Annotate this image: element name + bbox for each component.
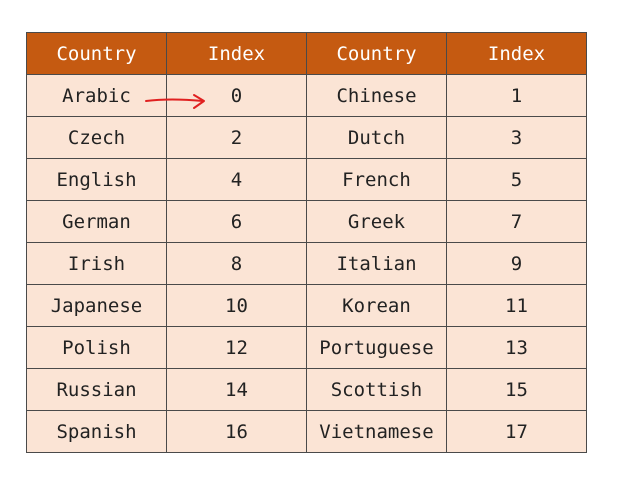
country-cell: Japanese (26, 284, 167, 327)
index-cell: 6 (166, 200, 307, 243)
header-country-1: Country (26, 32, 167, 75)
index-cell: 10 (166, 284, 307, 327)
country-cell: Greek (306, 200, 447, 243)
country-cell: Scottish (306, 368, 447, 411)
country-cell: Italian (306, 242, 447, 285)
country-cell: Arabic (26, 74, 167, 117)
header-index-2: Index (446, 32, 587, 75)
country-cell: French (306, 158, 447, 201)
table-row: Japanese 10 Korean 11 (26, 284, 587, 327)
table-row: Irish 8 Italian 9 (26, 242, 587, 285)
index-cell: 1 (446, 74, 587, 117)
country-cell: Irish (26, 242, 167, 285)
header-index-1: Index (166, 32, 307, 75)
country-index-table: Country Index Country Index Arabic 0 Chi… (26, 32, 587, 453)
country-cell: Dutch (306, 116, 447, 159)
country-index-table-container: Country Index Country Index Arabic 0 Chi… (26, 32, 587, 453)
country-cell: Portuguese (306, 326, 447, 369)
index-cell: 12 (166, 326, 307, 369)
index-cell: 0 (166, 74, 307, 117)
country-cell: Spanish (26, 410, 167, 453)
header-country-2: Country (306, 32, 447, 75)
index-cell: 4 (166, 158, 307, 201)
index-cell: 3 (446, 116, 587, 159)
index-cell: 17 (446, 410, 587, 453)
index-cell: 8 (166, 242, 307, 285)
index-cell: 11 (446, 284, 587, 327)
country-cell: English (26, 158, 167, 201)
index-cell: 14 (166, 368, 307, 411)
country-cell: Polish (26, 326, 167, 369)
table-row: English 4 French 5 (26, 158, 587, 201)
country-cell: German (26, 200, 167, 243)
index-cell: 7 (446, 200, 587, 243)
index-cell: 16 (166, 410, 307, 453)
country-cell: Russian (26, 368, 167, 411)
table-row: Polish 12 Portuguese 13 (26, 326, 587, 369)
table-header-row: Country Index Country Index (26, 32, 587, 75)
index-cell: 5 (446, 158, 587, 201)
index-cell: 13 (446, 326, 587, 369)
table-row: Spanish 16 Vietnamese 17 (26, 410, 587, 453)
table-row: Arabic 0 Chinese 1 (26, 74, 587, 117)
index-cell: 2 (166, 116, 307, 159)
country-cell: Czech (26, 116, 167, 159)
table-row: Russian 14 Scottish 15 (26, 368, 587, 411)
table-row: Czech 2 Dutch 3 (26, 116, 587, 159)
country-cell: Vietnamese (306, 410, 447, 453)
index-cell: 9 (446, 242, 587, 285)
table-row: German 6 Greek 7 (26, 200, 587, 243)
index-cell: 15 (446, 368, 587, 411)
country-cell: Chinese (306, 74, 447, 117)
country-cell: Korean (306, 284, 447, 327)
